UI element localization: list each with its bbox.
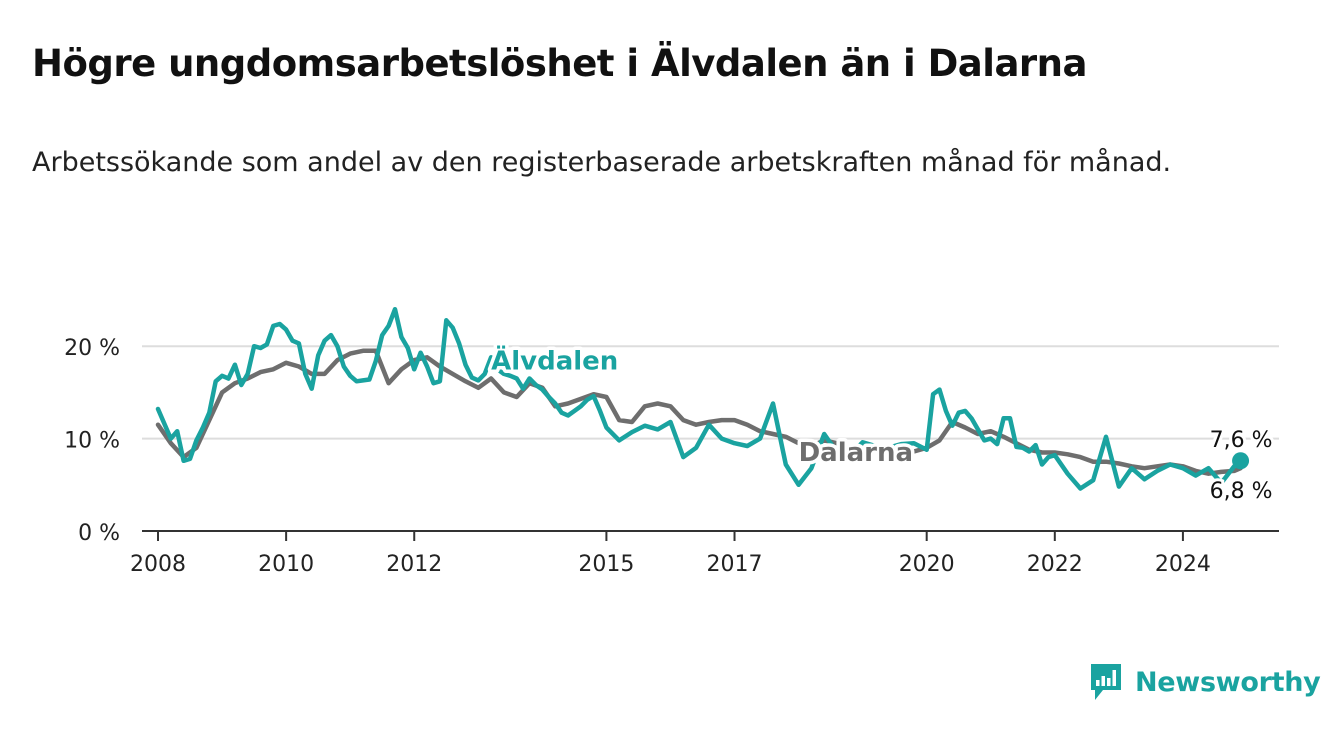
end-value-label-alvdalen: 7,6 %: [1210, 428, 1273, 453]
data-labels: Älvdalen Dalarna 7,6 % 6,8 %: [488, 341, 1276, 507]
series-label-alvdalen: Älvdalen: [491, 344, 618, 376]
y-tick-label: 10 %: [64, 429, 120, 454]
x-tick-label: 2024: [1155, 552, 1211, 577]
y-tick-label: 0 %: [78, 521, 120, 546]
chart-subtitle: Arbetssökande som andel av den registerb…: [32, 147, 1172, 178]
x-axis: 2008 2010 2012 2015 2017 2020 2022 2024: [130, 530, 1279, 577]
x-tick-label: 2010: [258, 552, 314, 577]
series-lines: [155, 306, 1250, 491]
x-tick-label: 2022: [1027, 552, 1083, 577]
chart-title: Högre ungdomsarbetslöshet i Älvdalen än …: [32, 42, 1087, 85]
bar-chart-icon: [1091, 664, 1121, 700]
brand-name: Newsworthy: [1135, 666, 1321, 698]
x-tick-label: 2012: [386, 552, 442, 577]
end-value-label-dalarna: 6,8 %: [1210, 479, 1273, 504]
series-line-dalarna: [155, 348, 1243, 476]
y-tick-label: 20 %: [64, 336, 120, 361]
grid-lines: 0 % 10 % 20 %: [64, 336, 1279, 546]
end-point-marker: [1232, 452, 1250, 470]
newsworthy-logo: Newsworthy: [1089, 661, 1321, 703]
x-tick-label: 2020: [899, 552, 955, 577]
x-tick-label: 2008: [130, 552, 186, 577]
series-line-alvdalen: [155, 306, 1243, 491]
x-tick-label: 2015: [578, 552, 634, 577]
x-tick-label: 2017: [707, 552, 763, 577]
series-label-dalarna: Dalarna: [799, 438, 913, 468]
